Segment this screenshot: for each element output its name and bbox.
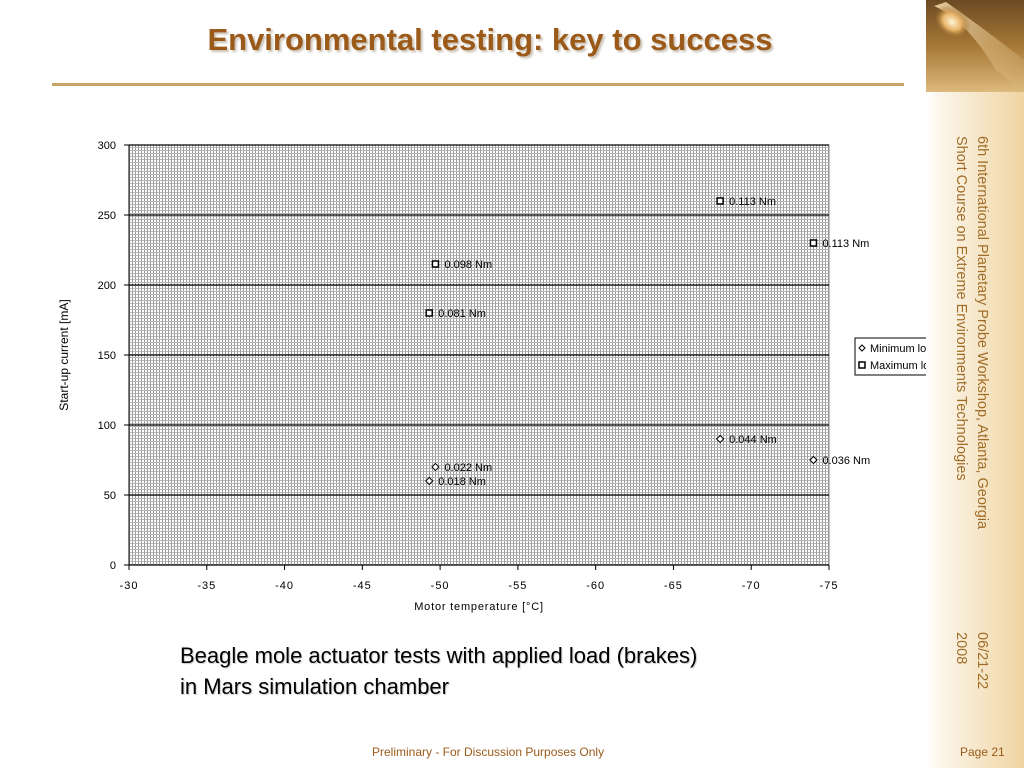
workshop-label: 6th International Planetary Probe Worksh… bbox=[953, 136, 990, 530]
y-axis-label: Start-up current [mA] bbox=[57, 299, 71, 410]
x-tick-label-9: -75 bbox=[820, 580, 839, 592]
y-tick-label-2: 100 bbox=[98, 420, 116, 432]
x-tick-label-6: -60 bbox=[586, 580, 605, 592]
caption-line-1: Beagle mole actuator tests with applied … bbox=[180, 643, 698, 668]
footer-disclaimer: Preliminary - For Discussion Purposes On… bbox=[372, 745, 605, 759]
x-tick-label-5: -55 bbox=[508, 580, 527, 592]
y-tick-label-1: 50 bbox=[104, 490, 116, 502]
point-0-3 bbox=[809, 455, 818, 465]
x-tick-label-0: -30 bbox=[120, 580, 139, 592]
legend-marker-0 bbox=[858, 344, 866, 352]
point-label-1-2: 0.098 Nm bbox=[444, 259, 492, 271]
point-label-0-2: 0.044 Nm bbox=[729, 434, 777, 446]
caption-line-2: in Mars simulation chamber bbox=[180, 674, 449, 699]
x-axis-label: Motor temperature [°C] bbox=[414, 601, 544, 613]
y-tick-label-3: 150 bbox=[98, 350, 116, 362]
x-tick-label-7: -65 bbox=[664, 580, 683, 592]
comet-image bbox=[926, 0, 1024, 92]
right-decorative-band bbox=[926, 0, 1024, 768]
point-1-1 bbox=[809, 239, 818, 247]
point-1-2 bbox=[431, 260, 440, 268]
point-1-3 bbox=[425, 309, 433, 317]
page-number: Page 21 bbox=[960, 745, 1005, 759]
point-label-1-3: 0.081 Nm bbox=[438, 308, 486, 320]
comet-graphic bbox=[933, 2, 1024, 92]
point-1-0 bbox=[716, 197, 724, 205]
legend-label-0: Minimum load bbox=[870, 343, 926, 355]
x-tick-label-1: -35 bbox=[197, 580, 216, 592]
point-0-1 bbox=[425, 476, 434, 486]
legend-marker-1 bbox=[858, 361, 866, 369]
point-0-2 bbox=[715, 434, 725, 444]
date-label: 06/21-22 2008 bbox=[953, 632, 990, 690]
point-label-0-0: 0.022 Nm bbox=[444, 462, 492, 474]
x-tick-label-4: -50 bbox=[431, 580, 450, 592]
x-tick-label-8: -70 bbox=[742, 580, 761, 592]
point-label-0-1: 0.018 Nm bbox=[438, 476, 486, 488]
x-tick-label-2: -40 bbox=[275, 580, 294, 592]
point-label-1-0: 0.113 Nm bbox=[729, 196, 776, 208]
y-tick-label-4: 200 bbox=[98, 280, 116, 292]
y-tick-label-5: 250 bbox=[98, 210, 116, 222]
legend bbox=[854, 337, 926, 376]
y-tick-label-0: 0 bbox=[110, 560, 116, 572]
legend-label-1: Maximum load bbox=[870, 360, 926, 372]
title-divider bbox=[52, 83, 904, 86]
y-tick-label-6: 300 bbox=[98, 140, 116, 152]
x-tick-label-3: -45 bbox=[353, 580, 372, 592]
point-label-1-1: 0.113 Nm bbox=[822, 238, 869, 250]
scatter-chart: 0 50 100 150 200 250 300 -30 -35 -40 -45 -50 -55 -60 -… bbox=[57, 140, 926, 613]
slide-caption: Beagle mole actuator tests with applied … bbox=[180, 640, 820, 702]
point-0-0 bbox=[431, 462, 440, 472]
slide-title: Environmental testing: key to success bbox=[207, 22, 773, 57]
point-label-0-3: 0.036 Nm bbox=[822, 455, 870, 467]
